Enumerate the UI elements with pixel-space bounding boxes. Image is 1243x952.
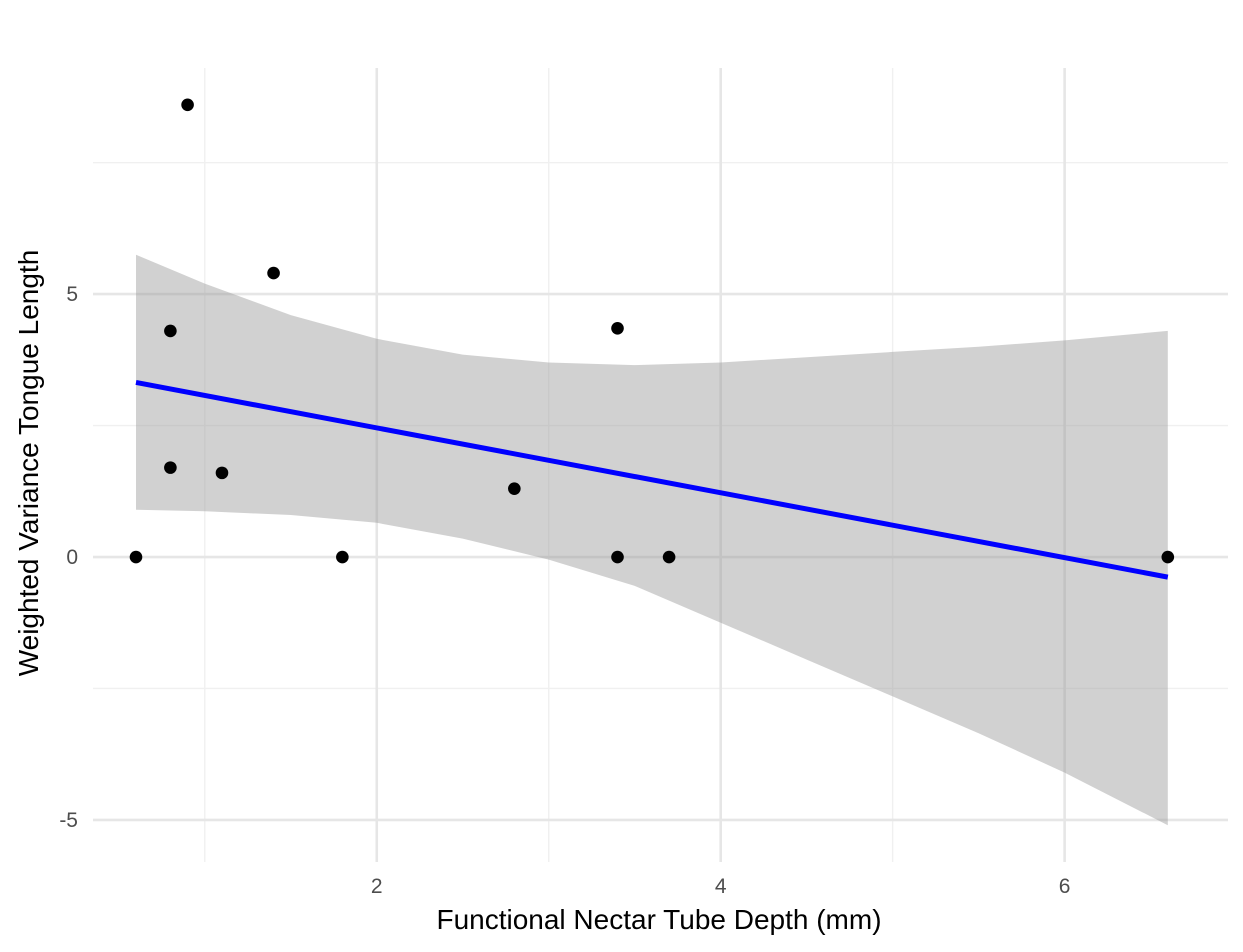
regression-line-layer — [135, 379, 1169, 580]
x-tick-label: 2 — [371, 875, 383, 898]
major-gridlines — [93, 68, 1228, 862]
x-tick-label: 6 — [1059, 875, 1071, 898]
y-tick-label: -5 — [59, 809, 78, 832]
y-tick-label: 5 — [66, 283, 78, 306]
regression-line — [135, 379, 1169, 580]
data-point — [1161, 550, 1175, 564]
data-point — [164, 461, 177, 474]
data-point — [336, 550, 349, 564]
data-point — [129, 550, 143, 564]
y-axis-tick-labels: -5 0 5 — [59, 283, 78, 832]
data-point — [181, 98, 194, 112]
y-tick-label: 0 — [66, 546, 78, 569]
x-axis-tick-labels: 2 4 6 — [371, 875, 1071, 898]
y-axis-title: Weighted Variance Tongue Length — [13, 250, 44, 677]
minor-gridlines — [93, 68, 1228, 862]
confidence-band-layer — [136, 254, 1168, 826]
x-tick-label: 4 — [715, 875, 727, 898]
data-point — [611, 550, 624, 564]
data-point — [215, 466, 229, 480]
data-point — [164, 324, 177, 338]
data-point — [508, 482, 521, 495]
confidence-band — [136, 254, 1168, 826]
data-point — [611, 321, 624, 335]
data-point — [662, 550, 676, 564]
data-points-layer — [129, 98, 1175, 564]
x-axis-title: Functional Nectar Tube Depth (mm) — [436, 904, 881, 935]
data-point — [267, 266, 280, 280]
